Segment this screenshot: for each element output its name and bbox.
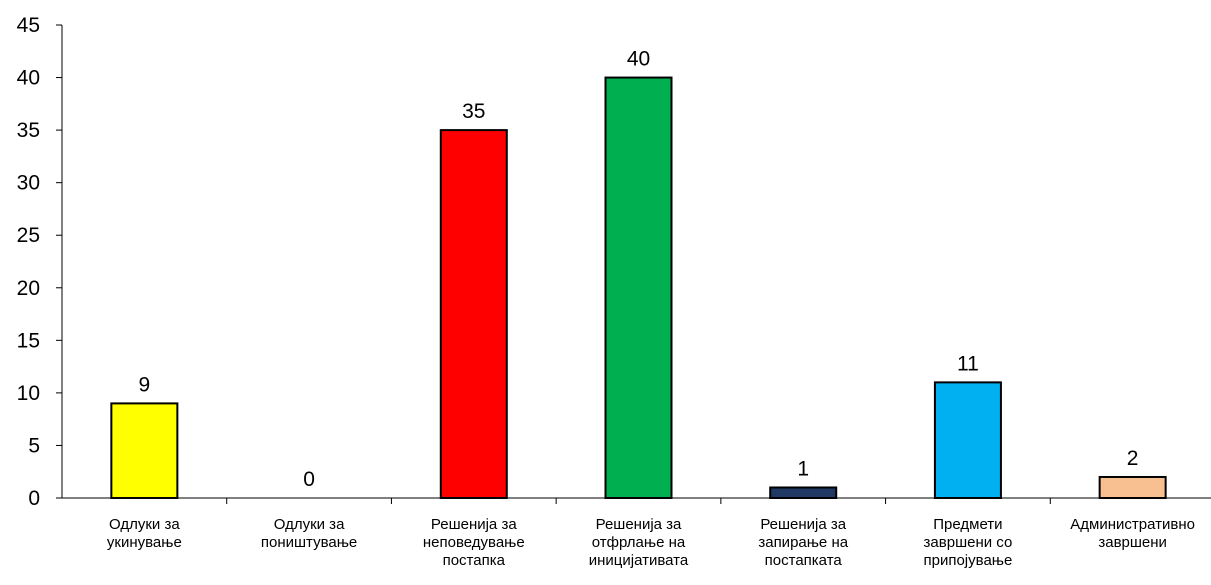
y-axis-ticks: 0 5 10 15 20 25 30 35 40 45 [17, 14, 62, 510]
category-label-line: отфрлање на [592, 534, 686, 551]
y-tick-label: 10 [17, 382, 40, 405]
category-label-line: постапката [765, 552, 843, 569]
category-label-line: Предмети [933, 516, 1002, 533]
category-label: Одлуки за поништување [261, 516, 357, 551]
category-label-line: завршени со [924, 534, 1013, 551]
category-label: Решенија за запирање на постапката [758, 516, 848, 569]
data-label: 1 [797, 457, 809, 480]
y-tick-label: 20 [17, 277, 40, 300]
category-label-line: Административно [1070, 516, 1195, 533]
y-tick-label: 35 [17, 119, 40, 142]
bar [933, 381, 1002, 499]
category-label-line: Решенија за [431, 516, 517, 533]
category-label-line: укинување [107, 534, 182, 551]
bar [769, 486, 838, 500]
category-label-line: иницијативата [589, 552, 689, 569]
y-tick-label: 0 [28, 487, 40, 510]
data-label: 40 [627, 48, 650, 71]
bar [1098, 475, 1167, 500]
y-tick-label: 30 [17, 172, 40, 195]
y-tick-label: 5 [28, 434, 40, 457]
category-label-line: поништување [261, 534, 357, 551]
bar [439, 129, 508, 499]
category-label-line: Одлуки за [274, 516, 345, 533]
y-tick-label: 45 [17, 14, 40, 37]
category-label-line: Решенија за [596, 516, 682, 533]
category-label-line: постапка [443, 552, 506, 569]
category-label-line: запирање на [758, 534, 848, 551]
category-label-line: Решенија за [760, 516, 846, 533]
data-label: 9 [139, 373, 151, 396]
category-label-line: завршени [1098, 534, 1167, 551]
y-tick-label: 40 [17, 67, 40, 90]
y-tick-label: 15 [17, 329, 40, 352]
data-label: 0 [303, 468, 315, 491]
category-label-line: припојување [924, 552, 1013, 569]
category-label-line: Одлуки за [109, 516, 180, 533]
category-label: Решенија за неповедување постапка [423, 516, 525, 569]
data-label: 2 [1127, 447, 1139, 470]
category-label: Предмети завршени со припојување [924, 516, 1013, 569]
data-label: 11 [957, 352, 979, 375]
bar [110, 402, 179, 499]
category-label: Административно завршени [1070, 516, 1195, 551]
bars [110, 76, 1167, 500]
y-tick-label: 25 [17, 224, 40, 247]
category-label: Одлуки за укинување [107, 516, 182, 551]
category-label-line: неповедување [423, 534, 525, 551]
category-label: Решенија за отфрлање на иницијативата [589, 516, 689, 569]
data-label: 35 [462, 100, 485, 123]
bar [604, 76, 673, 500]
